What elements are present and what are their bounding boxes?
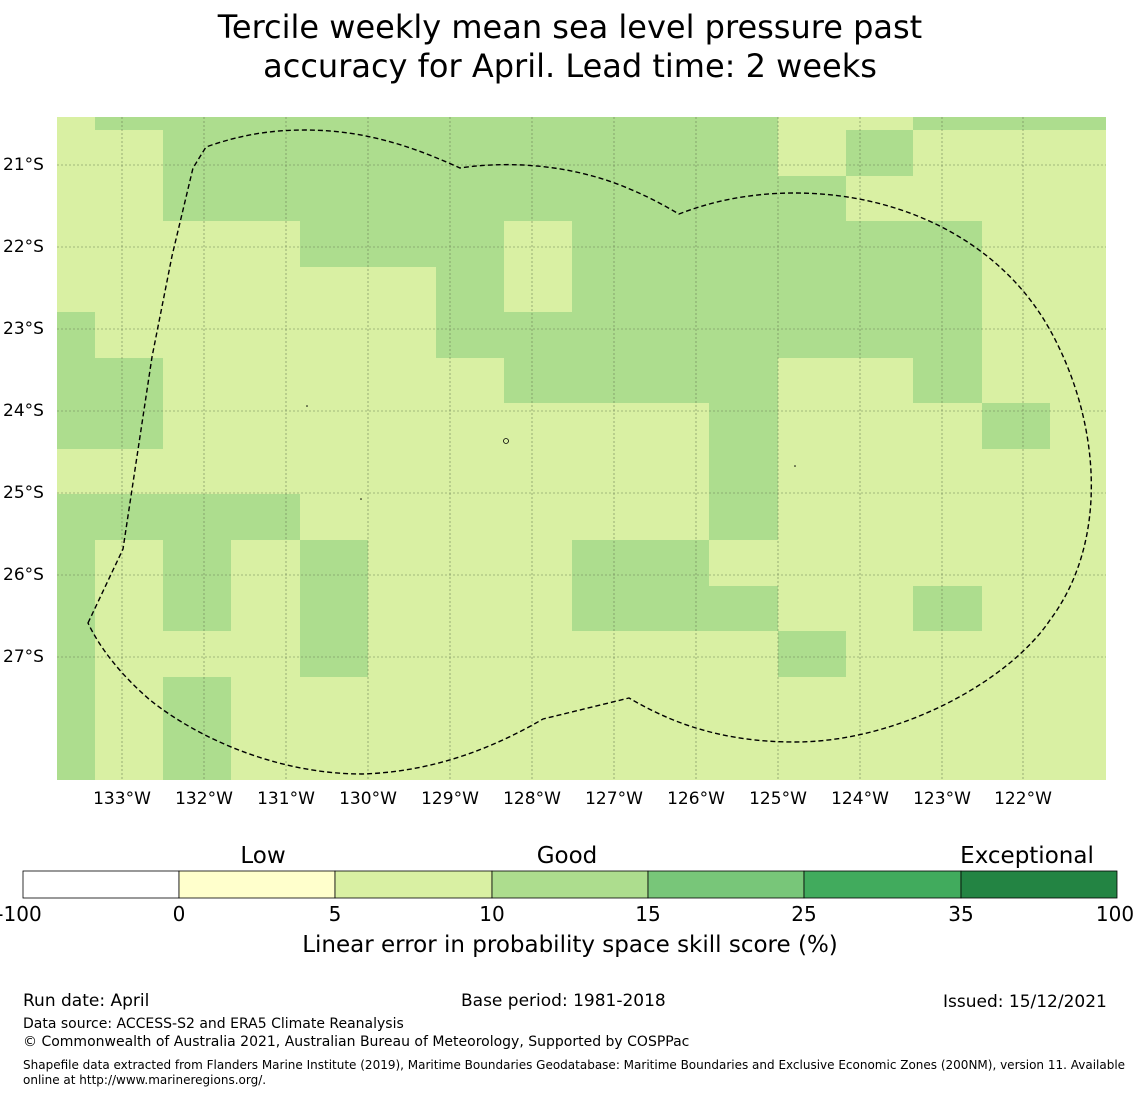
- skill-cell: [709, 403, 778, 540]
- island-marker: [503, 438, 509, 444]
- skill-cell: [57, 540, 95, 780]
- longitude-label: 126°W: [667, 789, 725, 809]
- base-period: Base period: 1981-2018: [461, 991, 666, 1011]
- longitude-label: 131°W: [257, 789, 315, 809]
- skill-cell: [95, 117, 778, 130]
- longitude-label: 125°W: [749, 789, 807, 809]
- colorbar-tick-label: 100: [1095, 902, 1135, 926]
- colorbar-tick-label: -100: [0, 902, 42, 926]
- latitude-label: 26°S: [3, 565, 44, 585]
- latitude-label: 23°S: [3, 319, 44, 339]
- skill-cell: [778, 176, 846, 358]
- skill-cell: [913, 117, 1106, 130]
- skill-cell: [846, 130, 913, 176]
- longitude-label: 122°W: [994, 789, 1052, 809]
- graticule: [57, 117, 1106, 780]
- colorbar-swatch: [803, 870, 962, 899]
- skill-cell: [300, 540, 368, 677]
- map-title: Tercile weekly mean sea level pressure p…: [217, 8, 923, 85]
- skill-cell: [913, 586, 982, 631]
- eez-boundary: [87, 129, 1092, 775]
- latitude-label: 21°S: [3, 155, 44, 175]
- skill-cell: [57, 358, 163, 449]
- skill-cell: [572, 267, 778, 312]
- colorbar-swatch: [178, 870, 336, 899]
- colorbar-swatch: [647, 870, 805, 899]
- skill-cell: [300, 221, 504, 267]
- longitude-label: 132°W: [175, 789, 233, 809]
- colorbar-swatch: [334, 870, 493, 899]
- longitude-label: 130°W: [339, 789, 397, 809]
- longitude-label: 128°W: [503, 789, 561, 809]
- data-source: Data source: ACCESS-S2 and ERA5 Climate …: [23, 1016, 404, 1032]
- colorbar-tick-label: 15: [635, 902, 661, 926]
- longitude-label: 127°W: [585, 789, 643, 809]
- colorbar-swatch: [960, 870, 1118, 899]
- skill-cell: [778, 631, 846, 677]
- colorbar-category-good: Good: [536, 843, 598, 869]
- colorbar: [22, 870, 1118, 899]
- longitude-label: 133°W: [93, 789, 151, 809]
- colorbar-tick-label: 10: [479, 902, 505, 926]
- run-date: Run date: April: [23, 991, 150, 1011]
- colorbar-swatch: [22, 870, 180, 899]
- island-marker: [360, 498, 362, 500]
- skill-cell: [913, 358, 982, 403]
- skill-cell: [982, 403, 1050, 449]
- longitude-label: 129°W: [421, 789, 479, 809]
- longitude-label: 123°W: [913, 789, 971, 809]
- skill-cell: [436, 267, 504, 312]
- latitude-label: 22°S: [3, 237, 44, 257]
- latitude-label: 25°S: [3, 483, 44, 503]
- skill-cell: [57, 312, 95, 358]
- skill-cell: [163, 540, 231, 631]
- skill-cell: [778, 130, 846, 176]
- colorbar-tick-label: 0: [172, 902, 186, 926]
- island-marker: [306, 405, 308, 407]
- shapefile-credit: Shapefile data extracted from Flanders M…: [23, 1058, 1126, 1087]
- latitude-label: 24°S: [3, 401, 44, 421]
- skill-cell: [709, 586, 778, 631]
- skill-cell: [163, 677, 231, 780]
- issued-date: Issued: 15/12/2021: [943, 992, 1107, 1012]
- skill-cell: [57, 494, 300, 540]
- skill-cell: [436, 312, 778, 358]
- latitude-label: 27°S: [3, 647, 44, 667]
- skill-cell: [572, 221, 778, 267]
- skill-cell: [846, 221, 982, 358]
- skill-grid: [57, 117, 1106, 780]
- colorbar-label: Linear error in probability space skill …: [302, 932, 838, 958]
- skill-cell: [504, 267, 572, 312]
- island-marker: [794, 465, 796, 467]
- colorbar-category-low: Low: [240, 843, 286, 869]
- skill-cell: [504, 358, 778, 403]
- colorbar-tick-label: 35: [948, 902, 974, 926]
- longitude-label: 124°W: [831, 789, 889, 809]
- skill-cell: [572, 540, 709, 631]
- copyright: © Commonwealth of Australia 2021, Austra…: [23, 1034, 690, 1050]
- colorbar-tick-label: 25: [791, 902, 817, 926]
- colorbar-swatch: [491, 870, 649, 899]
- colorbar-category-exceptional: Exceptional: [960, 843, 1094, 869]
- colorbar-tick-label: 5: [328, 902, 342, 926]
- skill-cell: [163, 130, 778, 221]
